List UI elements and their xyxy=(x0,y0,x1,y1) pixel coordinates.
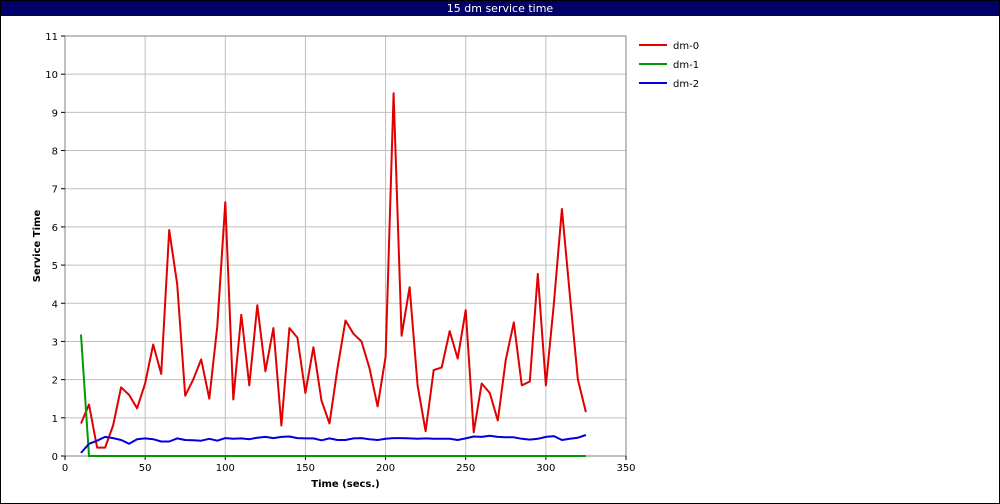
x-tick-label: 300 xyxy=(536,463,555,474)
x-axis-label: Time (secs.) xyxy=(311,479,380,490)
legend-label-dm-1: dm-1 xyxy=(673,60,699,71)
x-tick-label: 0 xyxy=(62,463,68,474)
series-line-dm-0 xyxy=(80,92,587,449)
legend-label-dm-0: dm-0 xyxy=(673,41,699,52)
plot-area xyxy=(65,36,626,456)
y-tick-label: 3 xyxy=(52,337,58,348)
x-tick-label: 150 xyxy=(296,463,315,474)
y-tick-label: 11 xyxy=(45,32,58,43)
x-tick-label: 100 xyxy=(216,463,235,474)
y-tick-label: 5 xyxy=(52,261,58,272)
x-tick-label: 350 xyxy=(616,463,635,474)
legend-label-dm-2: dm-2 xyxy=(673,79,699,90)
y-tick-label: 7 xyxy=(52,185,58,196)
y-tick-label: 4 xyxy=(52,299,58,310)
y-tick-label: 6 xyxy=(52,223,58,234)
x-tick-label: 200 xyxy=(376,463,395,474)
series-line-dm-2 xyxy=(80,434,587,454)
series-line-dm-1 xyxy=(80,334,586,457)
y-tick-label: 1 xyxy=(52,414,58,425)
window-title: 15 dm service time xyxy=(1,1,999,16)
y-tick-label: 0 xyxy=(52,452,58,463)
y-axis-label: Service Time xyxy=(32,210,43,283)
y-tick-label: 10 xyxy=(45,70,58,81)
y-tick-label: 9 xyxy=(52,108,58,119)
y-tick-label: 2 xyxy=(52,376,58,387)
x-tick-label: 250 xyxy=(456,463,475,474)
x-tick-label: 50 xyxy=(139,463,152,474)
y-tick-label: 8 xyxy=(52,147,58,158)
